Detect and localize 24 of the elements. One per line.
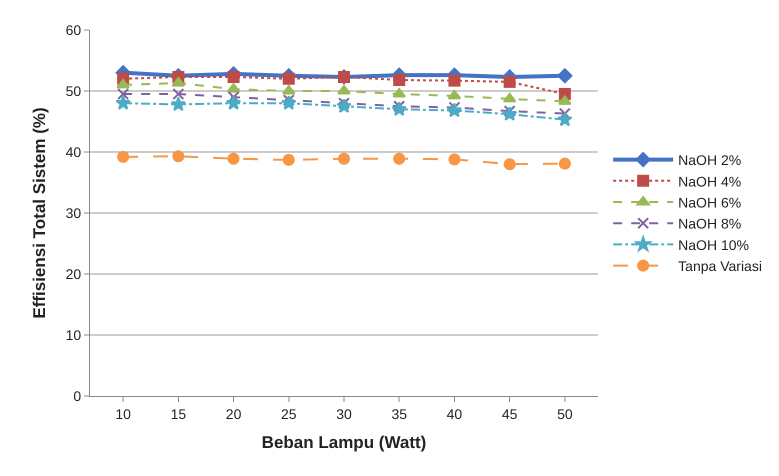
y-tick-label: 0 bbox=[73, 388, 82, 404]
x-tick-label: 40 bbox=[446, 406, 462, 422]
x-axis-title: Beban Lampu (Watt) bbox=[262, 433, 426, 452]
x-tick-label: 25 bbox=[280, 406, 297, 422]
legend-label: Tanpa Variasi bbox=[678, 258, 762, 274]
y-tick-label: 30 bbox=[66, 204, 82, 221]
legend-label: NaOH 2% bbox=[678, 152, 742, 168]
y-tick-label: 40 bbox=[66, 144, 82, 160]
x-tick-label: 30 bbox=[336, 406, 352, 422]
y-axis-title: Effisiensi Total Sistem (%) bbox=[30, 107, 50, 319]
y-tick-label: 20 bbox=[66, 266, 82, 282]
x-tick-label: 45 bbox=[502, 406, 518, 422]
y-tick-label: 10 bbox=[66, 326, 82, 343]
legend-label: NaOH 10% bbox=[678, 236, 749, 253]
legend-label: NaOH 4% bbox=[678, 173, 742, 190]
x-tick-label: 50 bbox=[557, 406, 573, 422]
x-tick-label: 15 bbox=[170, 406, 186, 422]
x-tick-label: 35 bbox=[391, 406, 408, 422]
legend-label: NaOH 6% bbox=[678, 194, 742, 210]
y-tick-label: 50 bbox=[66, 82, 82, 99]
y-tick-label: 60 bbox=[66, 22, 82, 38]
x-tick-label: 20 bbox=[226, 406, 242, 422]
legend-label: NaOH 8% bbox=[678, 216, 742, 232]
x-tick-label: 10 bbox=[115, 406, 132, 422]
